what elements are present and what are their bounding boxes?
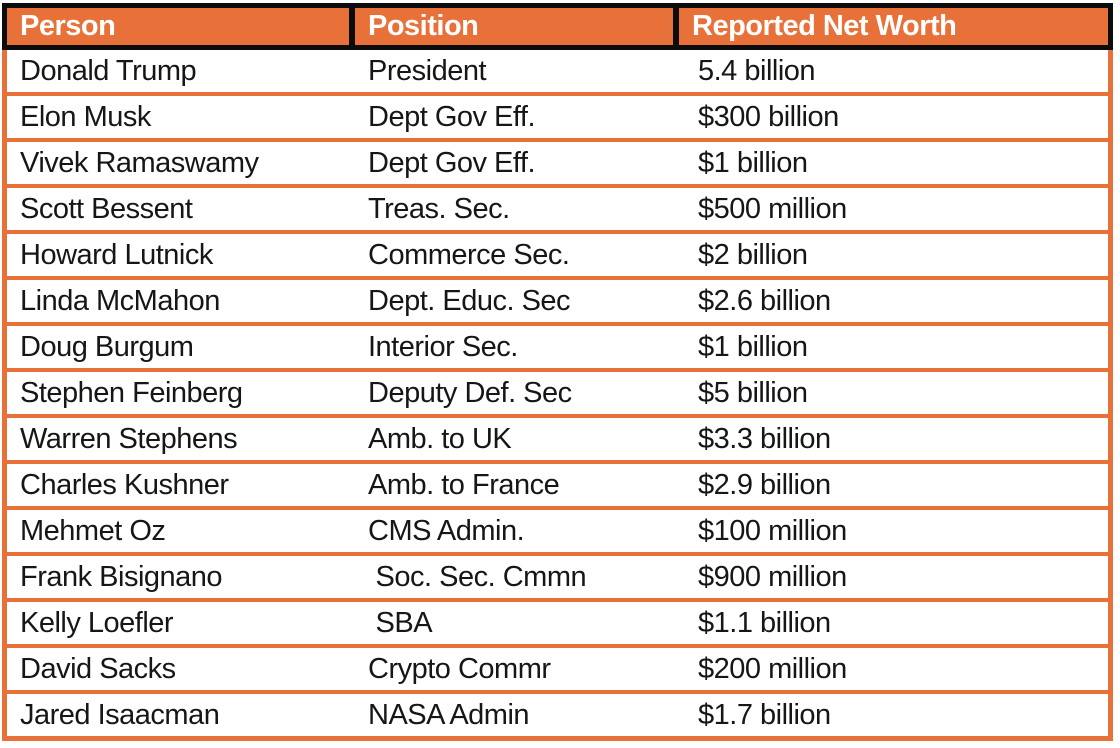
table-row: Mehmet Oz CMS Admin. $100 million [7, 506, 1108, 552]
table-header-row: Person Position Reported Net Worth [2, 3, 1113, 50]
cell-position: Amb. to UK [368, 422, 512, 455]
cell-position: Soc. Sec. Cmmn [368, 560, 587, 593]
cell-position: NASA Admin [368, 698, 530, 731]
cell-net-worth: $300 billion [698, 100, 839, 133]
header-cell-net-worth: Reported Net Worth [673, 8, 1108, 45]
cell-position: CMS Admin. [368, 514, 525, 547]
cell-net-worth: $100 million [698, 514, 847, 547]
cell-position: Commerce Sec. [368, 238, 570, 271]
cell-position: Crypto Commr [368, 652, 551, 685]
cell-person: Charles Kushner [20, 468, 229, 501]
cell-net-worth: $900 million [698, 560, 847, 593]
table-body: Donald Trump President 5.4 billion Elon … [2, 50, 1113, 741]
table-row: David Sacks Crypto Commr $200 million [7, 644, 1108, 690]
cell-net-worth: 5.4 billion [698, 54, 816, 87]
cell-net-worth: $2 billion [698, 238, 808, 271]
cell-person: Doug Burgum [20, 330, 194, 363]
table-row: Linda McMahon Dept. Educ. Sec $2.6 billi… [7, 276, 1108, 322]
cell-position: Interior Sec. [368, 330, 518, 363]
cell-person: Donald Trump [20, 54, 197, 87]
table-row: Howard Lutnick Commerce Sec. $2 billion [7, 230, 1108, 276]
cell-person: Kelly Loefler [20, 606, 174, 639]
table-row: Elon Musk Dept Gov Eff. $300 billion [7, 92, 1108, 138]
table-row: Kelly Loefler SBA $1.1 billion [7, 598, 1108, 644]
table-row: Jared Isaacman NASA Admin $1.7 billion [7, 690, 1108, 736]
cell-position: SBA [368, 606, 433, 639]
cell-position: Amb. to France [368, 468, 560, 501]
table-row: Doug Burgum Interior Sec. $1 billion [7, 322, 1108, 368]
cell-person: Linda McMahon [20, 284, 220, 317]
table-row: Scott Bessent Treas. Sec. $500 million [7, 184, 1108, 230]
cell-net-worth: $1 billion [698, 330, 808, 363]
cell-net-worth: $500 million [698, 192, 847, 225]
cell-person: Warren Stephens [20, 422, 238, 455]
table-row: Vivek Ramaswamy Dept Gov Eff. $1 billion [7, 138, 1108, 184]
header-cell-person: Person [20, 10, 116, 42]
cell-net-worth: $200 million [698, 652, 847, 685]
cell-person: Scott Bessent [20, 192, 193, 225]
cell-position: Dept. Educ. Sec [368, 284, 571, 317]
cell-person: Frank Bisignano [20, 560, 223, 593]
cell-position: Treas. Sec. [368, 192, 510, 225]
cell-person: Stephen Feinberg [20, 376, 243, 409]
cell-person: Mehmet Oz [20, 514, 166, 547]
cell-net-worth: $1 billion [698, 146, 808, 179]
cell-person: Howard Lutnick [20, 238, 213, 271]
cell-net-worth: $1.1 billion [698, 606, 831, 639]
cell-net-worth: $5 billion [698, 376, 808, 409]
cell-net-worth: $3.3 billion [698, 422, 831, 455]
cell-person: Elon Musk [20, 100, 151, 133]
cell-position: Deputy Def. Sec [368, 376, 572, 409]
cell-person: Vivek Ramaswamy [20, 146, 259, 179]
table-row: Donald Trump President 5.4 billion [7, 50, 1108, 92]
cell-position: Dept Gov Eff. [368, 100, 536, 133]
cell-person: Jared Isaacman [20, 698, 220, 731]
net-worth-table: Person Position Reported Net Worth Donal… [2, 3, 1113, 741]
cell-net-worth: $2.6 billion [698, 284, 831, 317]
cell-person: David Sacks [20, 652, 176, 685]
table-row: Charles Kushner Amb. to France $2.9 bill… [7, 460, 1108, 506]
header-cell-position: Position [349, 8, 673, 45]
table-row: Frank Bisignano Soc. Sec. Cmmn $900 mill… [7, 552, 1108, 598]
cell-position: Dept Gov Eff. [368, 146, 536, 179]
table-row: Warren Stephens Amb. to UK $3.3 billion [7, 414, 1108, 460]
table-row: Stephen Feinberg Deputy Def. Sec $5 bill… [7, 368, 1108, 414]
cell-net-worth: $2.9 billion [698, 468, 831, 501]
cell-position: President [368, 54, 487, 87]
cell-net-worth: $1.7 billion [698, 698, 831, 731]
